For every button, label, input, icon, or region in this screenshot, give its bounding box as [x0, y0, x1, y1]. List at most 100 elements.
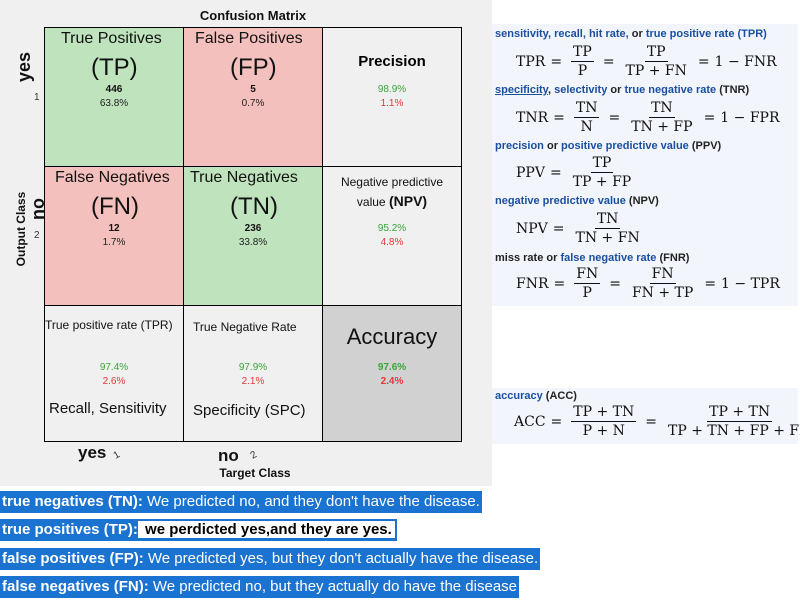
tpr-f2-num: TP: [644, 44, 668, 62]
tpr-label: sensitivity, recall, hit rate, or true p…: [495, 28, 767, 40]
tp-abbr: (TP): [91, 54, 138, 81]
tpr-label-or: or: [631, 28, 643, 40]
tnr-f2-den: TN + FP: [631, 119, 693, 135]
tnr-f1-num: TN: [573, 100, 600, 118]
row-label-yes: yes: [14, 51, 34, 82]
tnr-label: specificity, selectivity or true negativ…: [495, 84, 750, 96]
tpr-title: True positive rate (TPR): [45, 318, 173, 332]
cell-tpr: True positive rate (TPR) 97.4% 2.6% Reca…: [44, 305, 184, 442]
ppv-label-or: or: [546, 140, 558, 152]
tp-title: True Positives: [61, 30, 162, 47]
tpr-label-blue2: true positive rate: [645, 28, 735, 40]
definition-tn-term: true negatives (TN):: [2, 493, 143, 510]
precision-red: 1.1%: [380, 98, 404, 109]
tnr-label-blue: specificity: [495, 84, 548, 96]
tn-title: True Negatives: [190, 169, 298, 186]
npv-title-line1: Negative predictive: [340, 175, 444, 189]
tpr-formula: TPR = TP P = TP TP + FN = 1 − FNR: [516, 44, 777, 79]
acc-label: accuracy (ACC): [495, 390, 577, 402]
tp-pct: 63.8%: [99, 98, 129, 109]
formula-panel-top: [492, 24, 798, 306]
definition-tp-term: true positives (TP):: [2, 521, 138, 538]
accuracy-green: 97.6%: [377, 362, 407, 373]
acc-label-abbr: (ACC): [545, 390, 577, 402]
fnr-rhs: 1 − TPR: [721, 275, 780, 292]
ppv-formula: PPV = TP TP + FP: [516, 155, 632, 190]
npv-title-value: value: [356, 195, 386, 209]
col-label-yes: yes: [78, 443, 107, 462]
tpr-lhs: TPR: [516, 53, 546, 70]
tnr-label-abbr: (TNR): [719, 84, 750, 96]
fp-pct: 0.7%: [241, 98, 265, 109]
tpr-f1-den: P: [577, 63, 588, 79]
acc-f1-den: P + N: [582, 423, 625, 439]
fp-abbr: (FP): [230, 54, 277, 81]
tpr-f2-den: TP + FN: [625, 63, 687, 79]
row-tick-1: 1: [34, 92, 40, 103]
tnr-lhs: TNR: [516, 109, 549, 126]
cell-tnr: True Negative Rate 97.9% 2.1% Specificit…: [183, 305, 323, 442]
npv-label: negative predictive value (NPV): [495, 195, 659, 207]
definition-fn-text: We predicted no, but they actually do ha…: [148, 578, 518, 595]
cell-true-negatives: True Negatives (TN) 236 33.8%: [183, 166, 323, 306]
npv-den: TN + FN: [575, 230, 640, 246]
fnr-label-or: or: [546, 252, 558, 264]
accuracy-red: 2.4%: [380, 376, 404, 387]
fn-abbr: (FN): [91, 193, 139, 220]
acc-formula: ACC = TP + TN P + N = TP + TN TP + TN + FP …: [514, 404, 800, 439]
tpr-red: 2.6%: [102, 376, 126, 387]
ppv-label-blue2: positive predictive value: [561, 140, 689, 152]
tnr-label-blue3: true negative rate: [624, 84, 717, 96]
figure-title: Confusion Matrix: [199, 8, 307, 23]
ppv-label-blue: precision: [495, 140, 544, 152]
tn-count: 236: [244, 223, 262, 234]
fp-count: 5: [250, 84, 256, 95]
ppv-label-abbr: (PPV): [691, 140, 722, 152]
fn-count: 12: [108, 223, 120, 234]
tpr-label-blue: sensitivity, recall, hit rate,: [495, 28, 629, 40]
precision-green: 98.9%: [377, 84, 407, 95]
acc-f2-den: TP + TN + FP + FN: [668, 423, 800, 439]
npv-lhs: NPV: [516, 220, 548, 237]
tp-count: 446: [105, 84, 123, 95]
tn-pct: 33.8%: [238, 237, 268, 248]
fnr-f1-den: P: [582, 285, 592, 301]
tnr-label-blue2: selectivity: [554, 84, 608, 96]
definition-tn: true negatives (TN): We predicted no, an…: [0, 491, 482, 513]
tpr-subtitle: Recall, Sensitivity: [49, 400, 167, 417]
acc-label-blue: accuracy: [495, 390, 543, 402]
x-axis-label: Target Class: [219, 466, 291, 480]
npv-title-abbr: (NPV): [388, 193, 428, 209]
fnr-label: miss rate or false negative rate (FNR): [495, 252, 689, 264]
tn-abbr: (TN): [230, 193, 278, 220]
tnr-label-or: or: [610, 84, 622, 96]
ppv-label: precision or positive predictive value (…: [495, 140, 721, 152]
precision-title: Precision: [358, 53, 426, 70]
fnr-f2-den: FN + TP: [631, 285, 694, 301]
definition-fp: false positives (FP): We predicted yes, …: [0, 548, 541, 570]
npv-red: 4.8%: [380, 237, 404, 248]
definition-tp-text: we perdicted yes,and they are yes.: [137, 521, 395, 538]
fnr-formula: FNR = FN P = FN FN + TP = 1 − TPR: [516, 266, 780, 301]
tnr-formula: TNR = TN N = TN TN + FP = 1 − FPR: [516, 100, 780, 135]
accuracy-title: Accuracy: [346, 324, 438, 349]
tnr-green: 97.9%: [238, 362, 268, 373]
fn-title: False Negatives: [55, 169, 170, 186]
definition-fn: false negatives (FN): We predicted no, b…: [0, 576, 520, 598]
fp-title: False Positives: [195, 30, 303, 47]
cell-false-positives: False Positives (FP) 5 0.7%: [183, 27, 323, 167]
npv-formula: NPV = TN TN + FN: [516, 211, 640, 246]
tnr-subtitle: Specificity (SPC): [193, 402, 306, 419]
fnr-lhs: FNR: [516, 275, 549, 292]
npv-label-blue: negative predictive value: [495, 195, 626, 207]
ppv-lhs: PPV: [516, 164, 545, 181]
cell-true-positives: True Positives (TP) 446 63.8%: [44, 27, 184, 167]
tpr-label-abbr: (TPR): [737, 28, 767, 40]
col-label-no: no: [218, 446, 239, 465]
formula-panel-acc: [492, 388, 798, 444]
npv-label-abbr: (NPV): [628, 195, 659, 207]
tnr-title: True Negative Rate: [193, 320, 297, 334]
cell-precision: Precision 98.9% 1.1%: [322, 27, 462, 167]
fnr-label-abbr: (FNR): [659, 252, 690, 264]
npv-title-line2: value (NPV): [323, 193, 461, 209]
